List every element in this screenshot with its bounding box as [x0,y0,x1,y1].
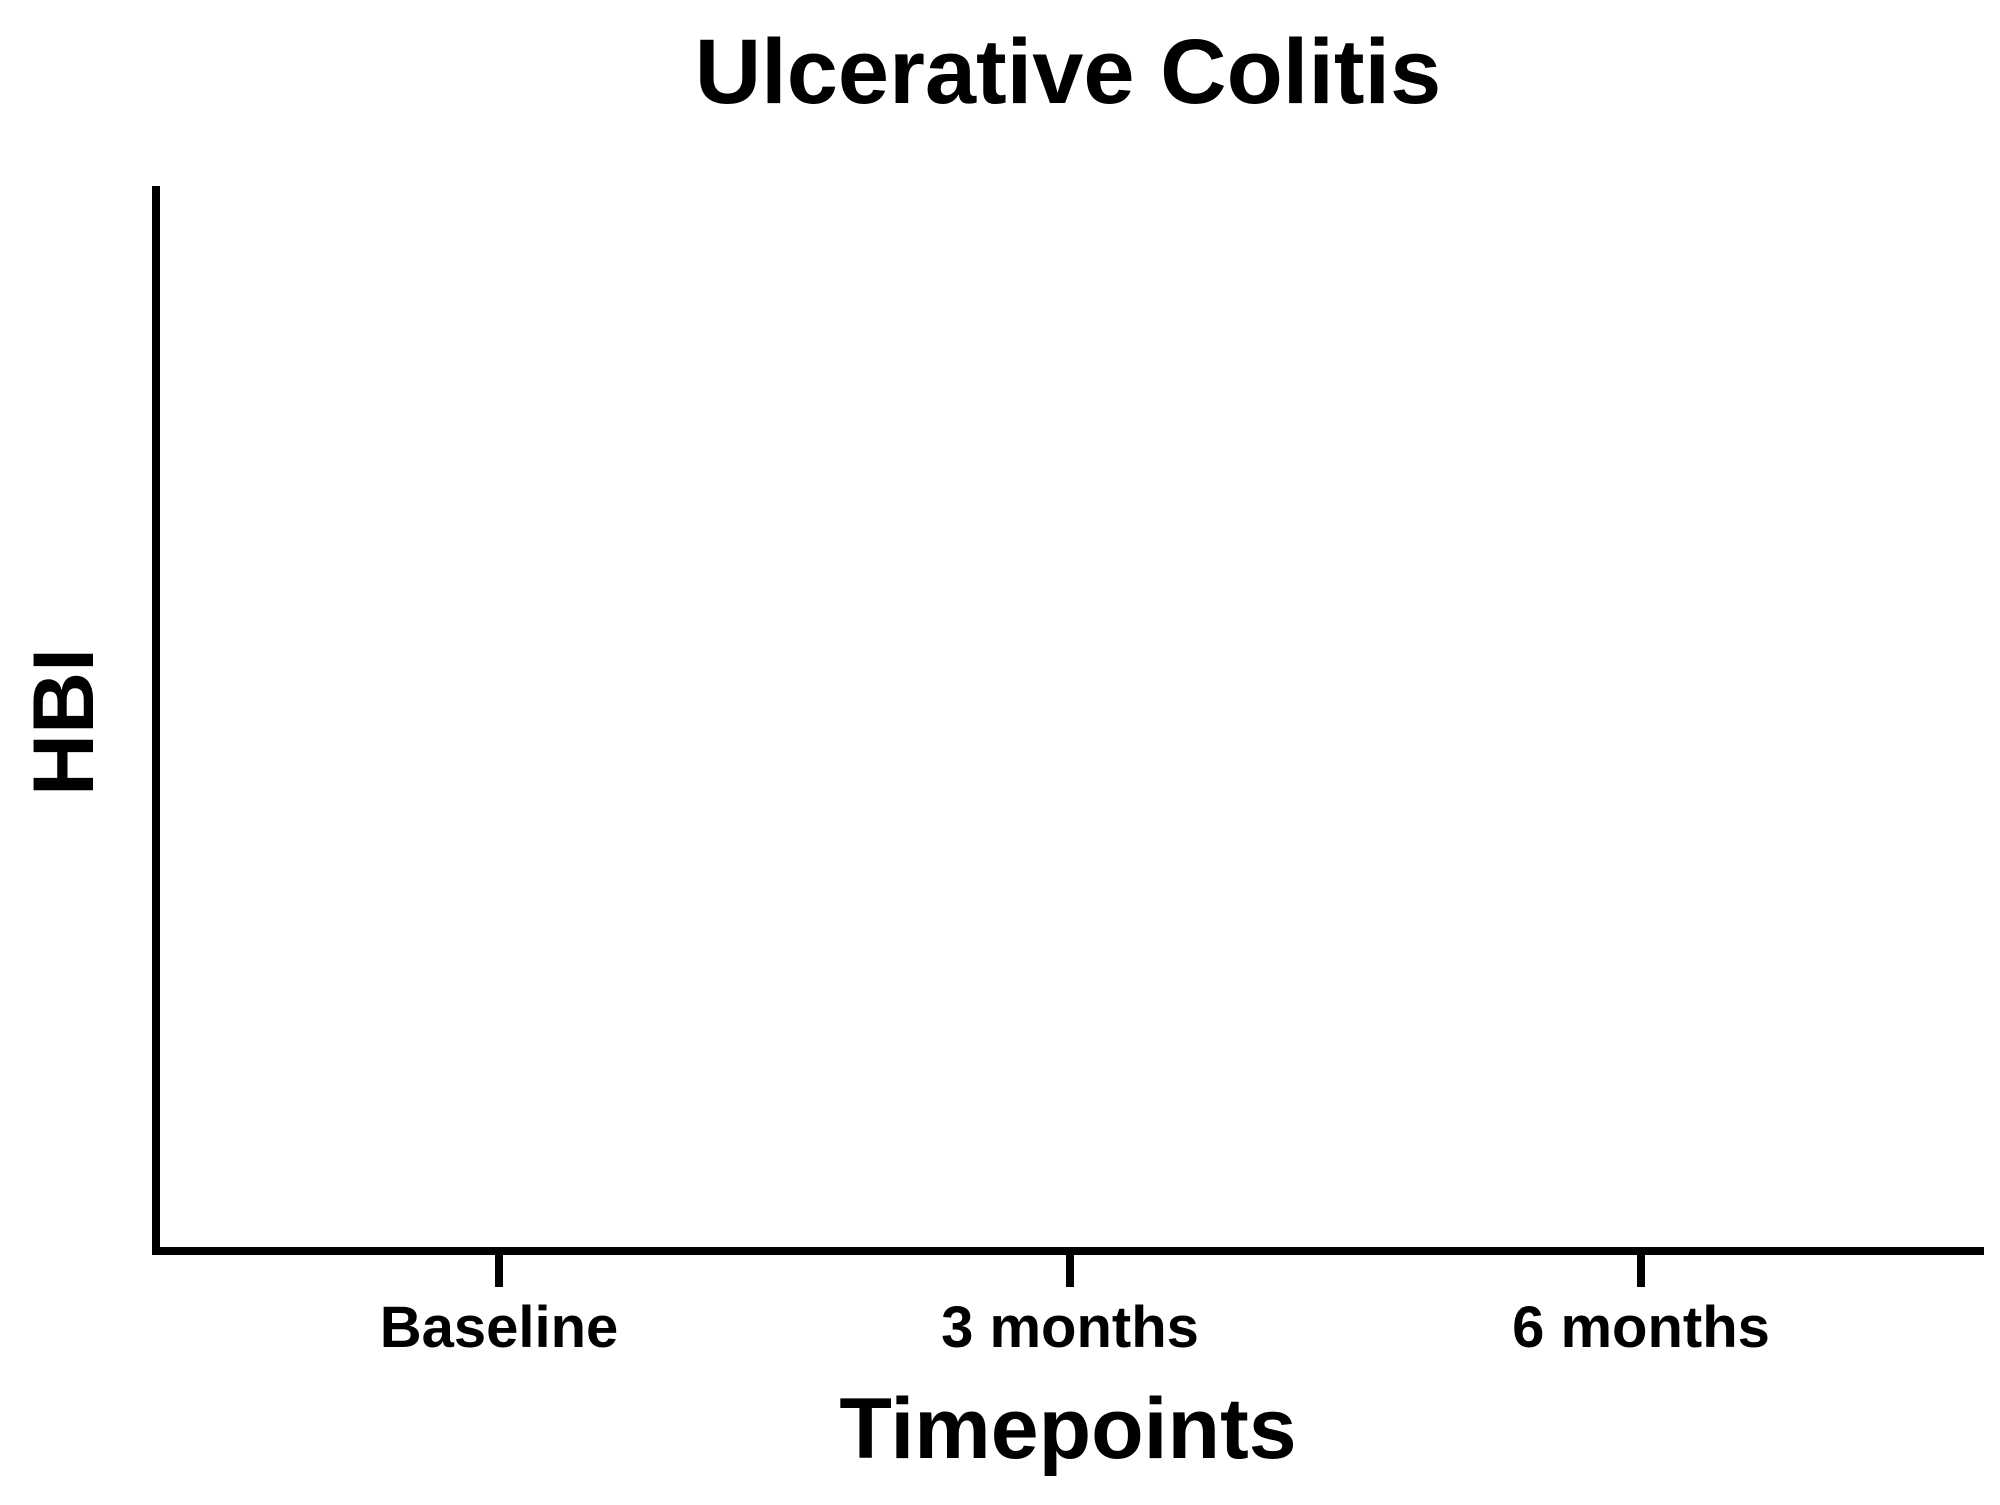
x-axis-ticks: Baseline 3 months 6 months [380,1251,1770,1360]
x-tick-label: 3 months [941,1295,1199,1360]
y-axis-label: HBI [16,648,112,796]
x-tick-label: 6 months [1512,1295,1770,1360]
x-axis-label: Timepoints [839,1381,1296,1477]
chart-title: Ulcerative Colitis [695,21,1442,123]
x-tick-label: Baseline [380,1295,619,1360]
